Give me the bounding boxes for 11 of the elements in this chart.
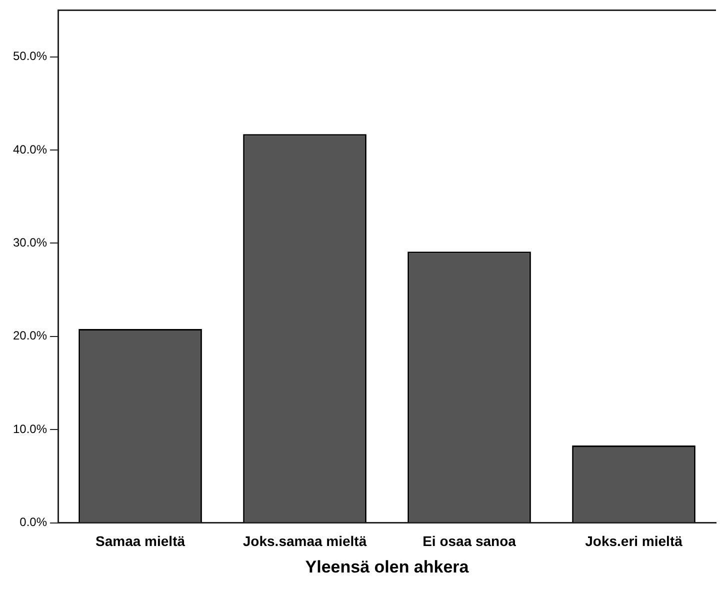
- x-axis-title: Yleensä olen ahkera: [305, 557, 470, 576]
- y-tick-label: 20.0%: [12, 328, 48, 343]
- x-tick-label: Samaa mieltä: [96, 533, 186, 550]
- x-tick-label: Ei osaa sanoa: [422, 533, 516, 550]
- y-tick-label: 10.0%: [12, 422, 48, 436]
- y-tick-label: 40.0%: [12, 142, 48, 156]
- x-tick-label: Joks.samaa mieltä: [242, 533, 367, 550]
- y-tick-label: 0.0%: [20, 515, 48, 530]
- y-tick-label: 50.0%: [12, 49, 48, 64]
- y-tick-label: 30.0%: [12, 236, 48, 250]
- x-tick-label: Joks.eri mieltä: [585, 533, 683, 550]
